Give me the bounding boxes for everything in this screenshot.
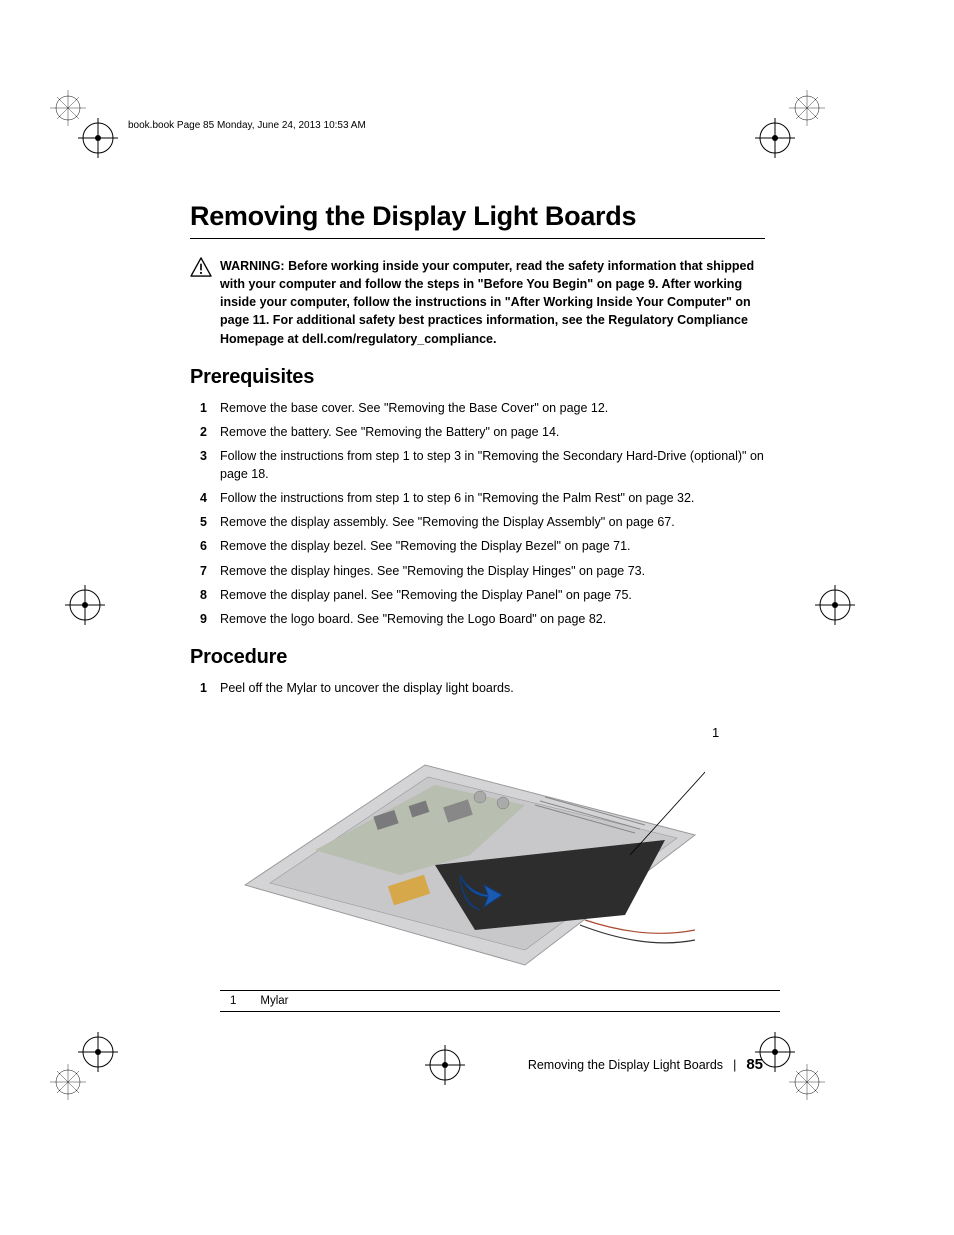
footer-chapter: Removing the Display Light Boards: [528, 1058, 723, 1072]
list-item: Remove the display bezel. See "Removing …: [190, 537, 765, 555]
callout-1: 1: [712, 725, 719, 740]
legend-num: 1: [230, 995, 236, 1007]
warning-text: WARNING: Before working inside your comp…: [220, 257, 765, 348]
list-item: Remove the display panel. See "Removing …: [190, 586, 765, 604]
footer-sep: |: [733, 1058, 736, 1072]
laptop-illustration: [225, 735, 705, 985]
title-rule: [190, 238, 765, 239]
warning-block: WARNING: Before working inside your comp…: [190, 257, 765, 348]
cropmark-icon: [50, 1030, 120, 1100]
list-item: Peel off the Mylar to uncover the displa…: [190, 679, 765, 697]
cropmark-icon: [755, 90, 825, 160]
prerequisites-heading: Prerequisites: [190, 366, 765, 389]
list-item: Follow the instructions from step 1 to s…: [190, 489, 765, 507]
prerequisites-list: Remove the base cover. See "Removing the…: [190, 399, 765, 628]
page-footer: Removing the Display Light Boards | 85: [190, 1056, 765, 1073]
figure: 1: [190, 715, 765, 990]
page-title: Removing the Display Light Boards: [190, 201, 765, 232]
procedure-heading: Procedure: [190, 646, 765, 669]
cropmark-icon: [50, 570, 120, 640]
procedure-list: Peel off the Mylar to uncover the displa…: [190, 679, 765, 697]
running-header: book.book Page 85 Monday, June 24, 2013 …: [128, 120, 765, 131]
list-item: Remove the logo board. See "Removing the…: [190, 610, 765, 628]
list-item: Follow the instructions from step 1 to s…: [190, 447, 765, 483]
cropmark-icon: [50, 90, 120, 160]
warning-body: Before working inside your computer, rea…: [220, 259, 754, 346]
cropmark-icon: [800, 570, 870, 640]
legend-row: 1 Mylar: [190, 991, 765, 1011]
warning-icon: [190, 257, 212, 277]
cropmark-icon: [755, 1030, 825, 1100]
figure-legend: 1 Mylar: [190, 990, 765, 1012]
list-item: Remove the display assembly. See "Removi…: [190, 513, 765, 531]
list-item: Remove the display hinges. See "Removing…: [190, 562, 765, 580]
list-item: Remove the base cover. See "Removing the…: [190, 399, 765, 417]
list-item: Remove the battery. See "Removing the Ba…: [190, 423, 765, 441]
legend-label: Mylar: [260, 995, 288, 1007]
footer-page-number: 85: [746, 1056, 763, 1073]
warning-label: WARNING:: [220, 259, 285, 273]
